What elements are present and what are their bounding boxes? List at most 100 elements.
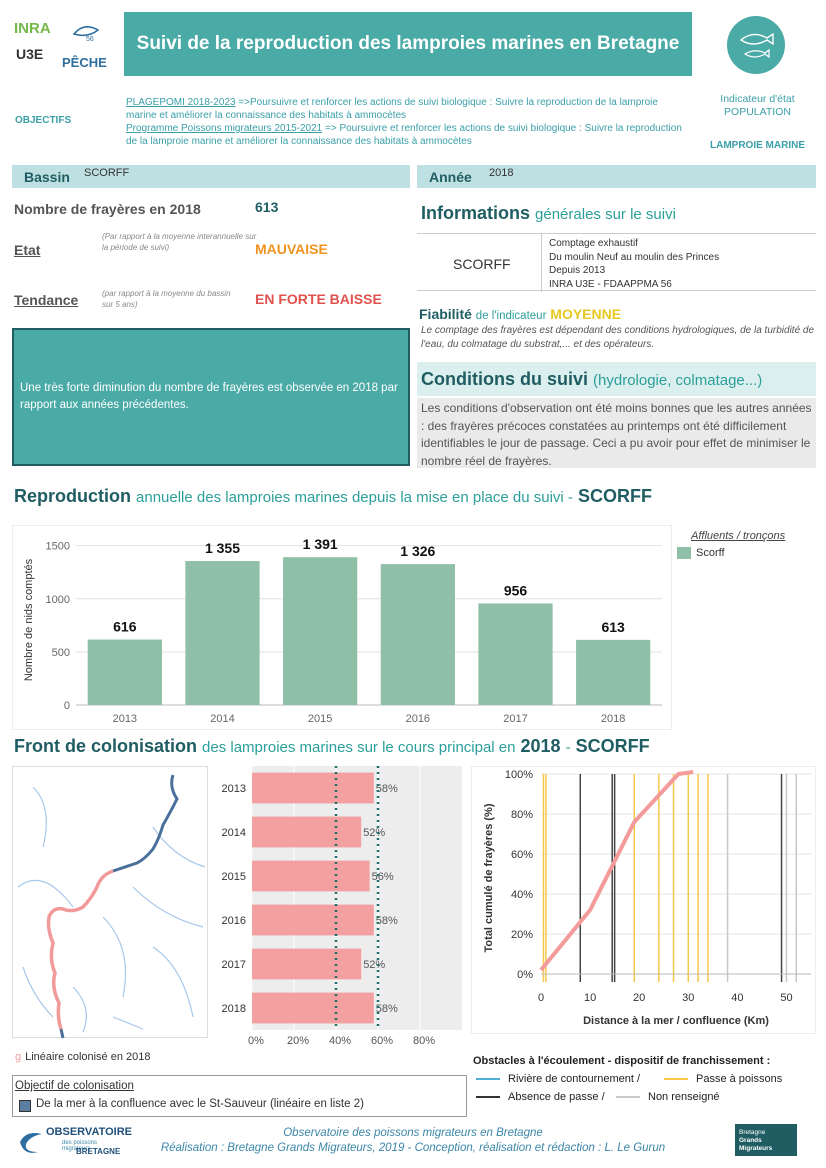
y-tick-label: 1500 bbox=[46, 541, 70, 553]
u3e-logo: U3E bbox=[16, 46, 44, 62]
x-tick-label: 30 bbox=[682, 992, 694, 1004]
reproduction-title-light: annuelle des lamproies marines depuis la… bbox=[136, 489, 573, 506]
bgm-logo-line1: Bretagne bbox=[739, 1129, 766, 1136]
indicator-line1: Indicateur d'état bbox=[720, 93, 795, 105]
plot-area bbox=[252, 766, 462, 1030]
x-tick-label: 2014 bbox=[210, 713, 234, 725]
bgm-logo: Bretagne Grands Migrateurs bbox=[735, 1124, 797, 1156]
data-label: 56% bbox=[372, 871, 394, 883]
bar bbox=[283, 557, 358, 705]
tendance-note: (par rapport à la moyenne du bassin sur … bbox=[102, 289, 231, 309]
map-legend: g Linéaire colonisé en 2018 bbox=[15, 1051, 151, 1063]
x-axis-label: Distance à la mer / confluence (Km) bbox=[583, 1015, 769, 1027]
obstacle-legend-item: Rivière de contournement / bbox=[476, 1073, 640, 1085]
y-tick-label: 60% bbox=[511, 849, 533, 861]
colonisation-chart: 0% 20% 40% 60% 80% 58% 2013 52% 2014 56% 2015 58% 20… bbox=[222, 766, 462, 1047]
y-tick-label: 2015 bbox=[222, 871, 246, 883]
x-tick-label: 80% bbox=[413, 1035, 435, 1047]
y-tick-label: 2014 bbox=[222, 827, 246, 839]
data-label: 58% bbox=[376, 915, 398, 927]
bassin-label: Bassin bbox=[24, 168, 70, 185]
bassin-value: SCORFF bbox=[84, 166, 130, 179]
fish-icon bbox=[739, 32, 774, 59]
front-title: Front de colonisation des lamproies mari… bbox=[14, 736, 650, 757]
x-tick-label: 2013 bbox=[113, 713, 137, 725]
info-detail: INRA U3E - FDAAPPMA 56 bbox=[549, 278, 672, 290]
objective-desc: De la mer à la confluence avec le St-Sau… bbox=[36, 1098, 364, 1110]
bar bbox=[185, 561, 260, 705]
map-legend-marker: g bbox=[15, 1051, 22, 1063]
x-tick-label: 2017 bbox=[503, 713, 527, 725]
legend-title: Affluents / tronçons bbox=[691, 530, 786, 542]
bar bbox=[478, 603, 553, 705]
fiabilite-label: Fiabilité bbox=[419, 306, 472, 322]
y-axis-label: Nombre de nids comptés bbox=[23, 558, 35, 681]
reproduction-title-river: SCORFF bbox=[577, 486, 652, 506]
obstacle-label: Passe à poissons bbox=[696, 1073, 783, 1085]
annee-bar: Année 2018 bbox=[417, 165, 816, 188]
reproduction-title-bold: Reproduction bbox=[14, 486, 131, 506]
annee-label: Année bbox=[429, 168, 472, 185]
indicator-line2: POPULATION bbox=[724, 106, 791, 118]
frayeres-value: 613 bbox=[255, 199, 279, 215]
inra-logo: INRA bbox=[14, 20, 51, 37]
objective-2: => Poursuivre et renforcer les actions d… bbox=[126, 123, 682, 147]
fiabilite-de: de l'indicateur bbox=[475, 310, 547, 322]
fish-badge bbox=[727, 16, 785, 74]
data-label: 58% bbox=[376, 783, 398, 795]
bar bbox=[380, 564, 455, 705]
frayeres-label: Nombre de frayères en 2018 bbox=[14, 201, 201, 217]
bar bbox=[252, 948, 362, 980]
legend-swatch bbox=[677, 547, 691, 559]
y-tick-label: 20% bbox=[511, 929, 533, 941]
tendance-label: Tendance bbox=[14, 292, 79, 308]
objective-swatch bbox=[19, 1100, 31, 1112]
bar bbox=[252, 816, 362, 848]
bar bbox=[252, 772, 374, 804]
x-tick-label: 0 bbox=[538, 992, 544, 1004]
info-detail: Comptage exhaustif bbox=[549, 238, 638, 249]
obstacle-legend-item: Passe à poissons bbox=[664, 1073, 782, 1085]
y-tick-label: 80% bbox=[511, 809, 533, 821]
data-label: 1 391 bbox=[303, 536, 338, 552]
y-tick-label: 1000 bbox=[46, 594, 70, 606]
bassin-bar: Bassin SCORFF bbox=[12, 165, 410, 188]
x-tick-label: 2015 bbox=[308, 713, 332, 725]
x-tick-label: 50 bbox=[780, 992, 792, 1004]
data-label: 616 bbox=[113, 619, 137, 635]
y-axis-label: Total cumulé de frayères (%) bbox=[483, 803, 495, 952]
informations-title-light: générales sur le suivi bbox=[535, 206, 676, 223]
obstacle-legend-item: Absence de passe / bbox=[476, 1091, 605, 1103]
swirl-icon bbox=[20, 1133, 42, 1153]
y-tick-label: 500 bbox=[52, 647, 70, 659]
summary-box: Une très forte diminution du nombre de f… bbox=[12, 328, 410, 466]
conditions-title-bold: Conditions du suivi bbox=[421, 368, 588, 389]
observatoire-logo: OBSERVATOIRE des poissons migrateurs BRE… bbox=[16, 1124, 132, 1160]
fiabilite-title: Fiabilité de l'indicateur MOYENNE bbox=[419, 306, 621, 322]
obstacle-label: Rivière de contournement / bbox=[508, 1073, 641, 1085]
reproduction-chart: 0 500 1000 1500 Nombre de nids comptés 616 201… bbox=[12, 525, 672, 730]
objective-1: =>Poursuivre et renforcer les actions de… bbox=[126, 97, 658, 121]
info-detail: Du moulin Neuf au moulin des Princes bbox=[549, 251, 720, 263]
conditions-text: Les conditions d'observation ont été moi… bbox=[417, 398, 816, 468]
peche-logo: PÊCHE bbox=[62, 55, 107, 70]
programme-link[interactable]: Programme Poissons migrateurs 2015-2021 bbox=[126, 123, 323, 134]
bar bbox=[87, 639, 162, 705]
informations-table: SCORFF Comptage exhaustif Du moulin Neuf… bbox=[417, 233, 816, 292]
bgm-logo-line2: Grands Migrateurs bbox=[739, 1137, 773, 1152]
objectives-label: OBJECTIFS bbox=[15, 115, 72, 126]
plagepomi-link[interactable]: PLAGEPOMI 2018-2023 bbox=[126, 97, 236, 108]
obstacle-label: Absence de passe / bbox=[508, 1091, 605, 1103]
front-title-year: 2018 bbox=[520, 736, 561, 756]
front-title-light: des lamproies marines sur le cours princ… bbox=[202, 739, 516, 756]
legend-label: Scorff bbox=[696, 547, 725, 559]
objectives-text: PLAGEPOMI 2018-2023 =>Poursuivre et renf… bbox=[126, 96, 686, 148]
data-label: 1 326 bbox=[400, 543, 435, 559]
cumulative-line bbox=[539, 770, 694, 972]
indicator-type: Indicateur d'état POPULATION bbox=[700, 93, 815, 119]
etat-value: MAUVAISE bbox=[255, 241, 328, 257]
front-title-bold: Front de colonisation bbox=[14, 736, 197, 756]
y-tick-label: 2013 bbox=[222, 783, 246, 795]
reproduction-title: Reproduction annuelle des lamproies mari… bbox=[14, 486, 652, 507]
x-tick-label: 40 bbox=[731, 992, 743, 1004]
